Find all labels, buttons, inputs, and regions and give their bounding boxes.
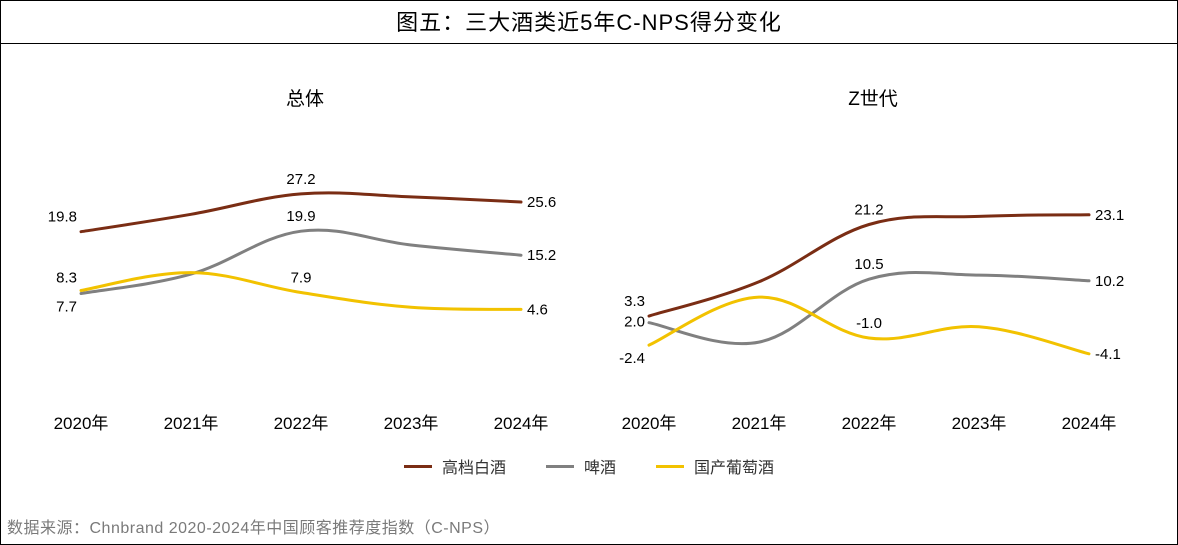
value-label: 21.2 bbox=[854, 202, 883, 219]
value-label: -1.0 bbox=[856, 315, 882, 332]
panel-genz: Z世代 2020年2021年2022年2023年2024年3.321.223.1… bbox=[589, 44, 1157, 454]
title-bar: 图五：三大酒类近5年C-NPS得分变化 bbox=[1, 1, 1177, 44]
value-label: 23.1 bbox=[1095, 207, 1124, 224]
x-axis-label: 2024年 bbox=[1062, 414, 1117, 433]
value-label: -2.4 bbox=[619, 350, 645, 367]
x-axis-label: 2021年 bbox=[164, 414, 219, 433]
value-label: 7.9 bbox=[291, 270, 312, 287]
x-axis-label: 2024年 bbox=[494, 414, 549, 433]
value-label: 19.9 bbox=[286, 208, 315, 225]
value-label: 10.5 bbox=[854, 256, 883, 273]
x-axis-label: 2023年 bbox=[384, 414, 439, 433]
x-axis-label: 2021年 bbox=[732, 414, 787, 433]
value-label: 10.2 bbox=[1095, 273, 1124, 290]
legend-label-beer: 啤酒 bbox=[584, 454, 616, 478]
legend-item-baijiu: 高档白酒 bbox=[404, 454, 506, 478]
x-axis-label: 2022年 bbox=[274, 414, 329, 433]
legend-label-baijiu: 高档白酒 bbox=[442, 454, 506, 478]
chart-title: 图五：三大酒类近5年C-NPS得分变化 bbox=[396, 10, 782, 35]
value-label: 15.2 bbox=[527, 247, 556, 264]
value-label: 19.8 bbox=[48, 209, 77, 226]
legend-label-wine: 国产葡萄酒 bbox=[694, 454, 774, 478]
legend-swatch-baijiu bbox=[404, 465, 432, 468]
legend-swatch-beer bbox=[546, 465, 574, 468]
value-label: 27.2 bbox=[286, 171, 315, 188]
chart-frame: 图五：三大酒类近5年C-NPS得分变化 总体 2020年2021年2022年20… bbox=[0, 0, 1178, 545]
panel-overall: 总体 2020年2021年2022年2023年2024年19.827.225.6… bbox=[21, 44, 589, 454]
legend-item-wine: 国产葡萄酒 bbox=[656, 454, 774, 478]
value-label: 8.3 bbox=[56, 269, 77, 286]
value-label: 4.6 bbox=[527, 301, 548, 318]
plot-genz: 2020年 2021年 2022年 2023年 2024年 3.3 21.2 23.1 2.0 1… bbox=[589, 44, 1157, 454]
value-label: 7.7 bbox=[56, 299, 77, 316]
charts-row: 总体 2020年2021年2022年2023年2024年19.827.225.6… bbox=[1, 44, 1177, 454]
value-label: 2.0 bbox=[624, 314, 645, 331]
x-axis-label: 2022年 bbox=[842, 414, 897, 433]
legend-item-beer: 啤酒 bbox=[546, 454, 616, 478]
value-label: -4.1 bbox=[1095, 346, 1121, 363]
value-label: 25.6 bbox=[527, 194, 556, 211]
x-axis-label: 2020年 bbox=[622, 414, 677, 433]
x-axis-label: 2023年 bbox=[952, 414, 1007, 433]
legend-swatch-wine bbox=[656, 465, 684, 468]
legend: 高档白酒 啤酒 国产葡萄酒 bbox=[1, 454, 1177, 478]
data-source: 数据来源：Chnbrand 2020-2024年中国顾客推荐度指数（C-NPS） bbox=[7, 514, 500, 538]
x-axis-label: 2020年 bbox=[54, 414, 109, 433]
value-label: 3.3 bbox=[624, 293, 645, 310]
plot-overall: 2020年 2021年 2022年 2023年 2024年 19.8 27.2 25.6 7.7… bbox=[21, 44, 589, 454]
